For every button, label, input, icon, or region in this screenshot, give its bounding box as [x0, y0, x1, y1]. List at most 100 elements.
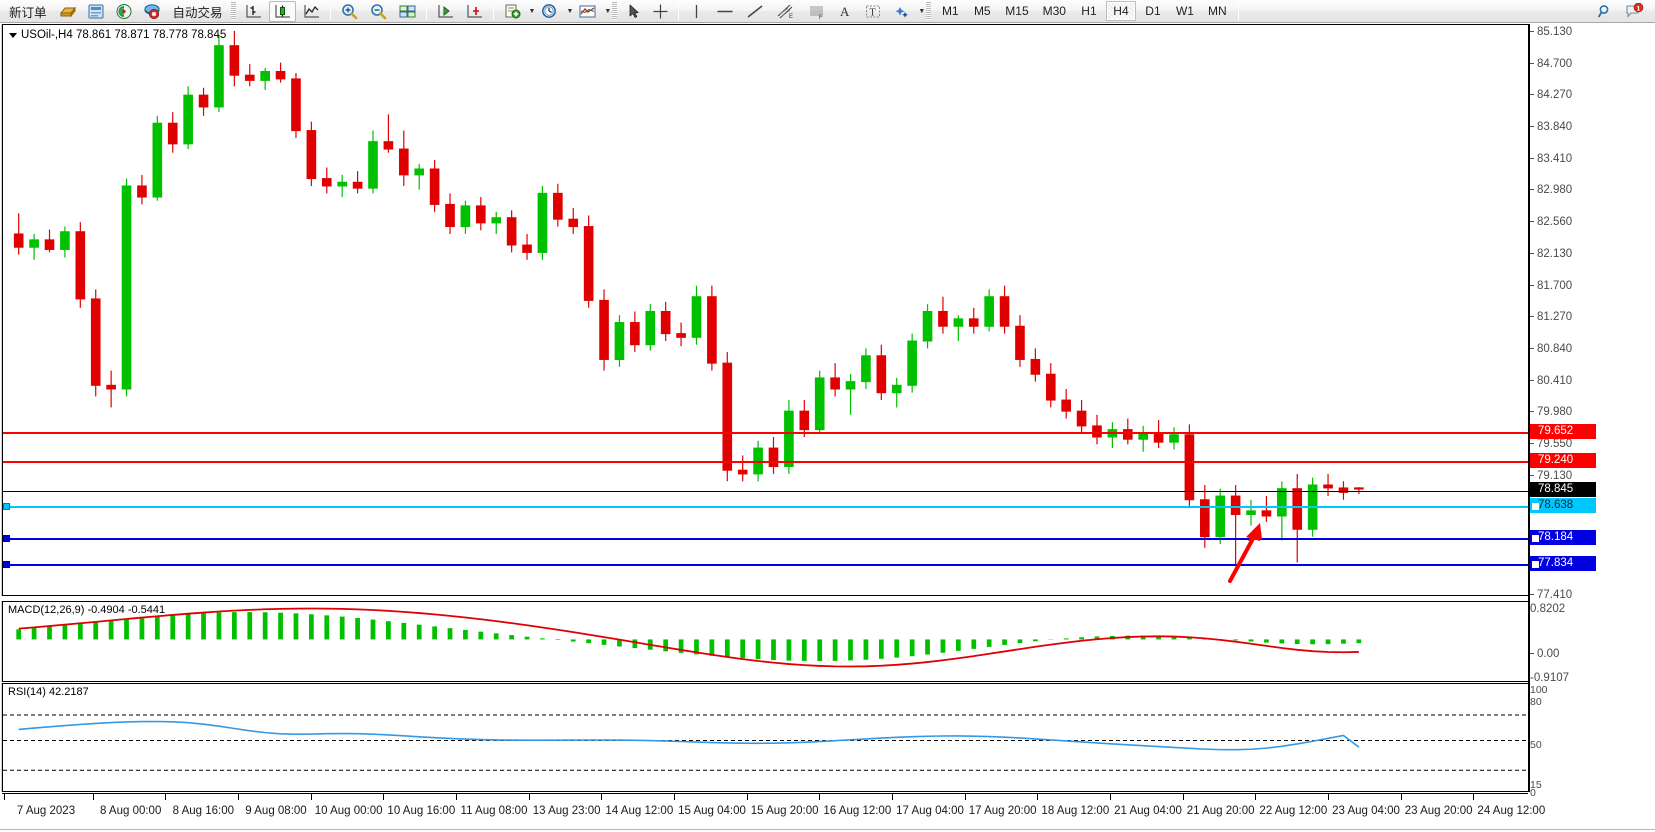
toolbar-separator: [1237, 2, 1239, 20]
equidistant-channel-icon[interactable]: E: [771, 1, 801, 22]
line-chart-icon[interactable]: [298, 1, 325, 22]
chevron-down-icon[interactable]: ▼: [918, 7, 926, 15]
x-tick: [528, 794, 530, 800]
chevron-down-icon[interactable]: ▼: [566, 7, 574, 15]
up-arrow-annotation[interactable]: [1218, 515, 1278, 585]
zoom-in-icon[interactable]: [336, 1, 363, 22]
indicators-icon[interactable]: [574, 1, 601, 22]
y-tick: 82.560: [1530, 216, 1572, 228]
x-tick: [1110, 794, 1111, 800]
price-axis[interactable]: 85.130 84.700 84.270 83.840 83.410 82.98…: [1530, 23, 1655, 832]
vertical-line-icon[interactable]: [684, 1, 709, 22]
signal-icon[interactable]: [111, 1, 137, 22]
timeframe-h1[interactable]: H1: [1081, 4, 1097, 18]
search-icon[interactable]: [1592, 1, 1618, 22]
data-window-icon[interactable]: [432, 1, 459, 22]
resistance-line-79240[interactable]: [3, 461, 1528, 463]
chevron-down-icon[interactable]: ▼: [604, 7, 612, 15]
price-chart-pane[interactable]: USOil-,H4 78.861 78.871 78.778 78.845: [2, 24, 1528, 596]
x-tick: [1037, 794, 1039, 800]
resistance-line-79652[interactable]: [3, 432, 1528, 434]
price-label-79240[interactable]: 79.240: [1530, 453, 1596, 468]
terminal-icon[interactable]: [83, 1, 109, 22]
toolbar-separator: [329, 2, 331, 20]
tile-windows-icon[interactable]: [394, 1, 421, 22]
y-tick: 81.700: [1530, 280, 1572, 292]
price-label-77834[interactable]: 77.834: [1530, 556, 1596, 571]
autotrading-icon[interactable]: [139, 1, 165, 22]
timeframe-m5[interactable]: M5: [973, 4, 991, 18]
y-tick: 77.410: [1530, 589, 1572, 601]
auto-trading-button[interactable]: 自动交易: [172, 5, 223, 20]
blue-level-handle-77834[interactable]: [3, 561, 10, 568]
x-tick: [892, 794, 893, 800]
text-icon[interactable]: A: [833, 1, 858, 22]
x-tick: [1400, 794, 1402, 800]
time-axis[interactable]: 7 Aug 2023 8 Aug 00:00 8 Aug 16:00 9 Aug 08…: [2, 793, 1545, 831]
y-tick: 79.980: [1530, 406, 1572, 418]
cyan-level-line-78638[interactable]: [3, 506, 1528, 508]
y-tick: 81.270: [1530, 311, 1572, 323]
notifications-icon[interactable]: 1: [1620, 1, 1648, 22]
timeframe-m15[interactable]: M15: [1005, 4, 1029, 18]
x-axis-label: 21 Aug 20:00: [1186, 805, 1255, 817]
svg-text:E: E: [789, 14, 793, 20]
rsi-indicator-label: RSI(14) 42.2187: [8, 686, 89, 698]
navigator-icon[interactable]: [461, 1, 488, 22]
price-label-78638[interactable]: 78.638: [1530, 498, 1596, 513]
candlestick-chart-icon[interactable]: [268, 0, 296, 22]
y-tick: 79.550: [1530, 438, 1572, 450]
chart-area[interactable]: USOil-,H4 78.861 78.871 78.778 78.845 MA…: [0, 23, 1655, 832]
blue-level-line-77834[interactable]: [3, 564, 1528, 566]
timeframe-w1[interactable]: W1: [1175, 4, 1194, 18]
rsi-y-tick: 80: [1530, 696, 1542, 708]
rsi-pane[interactable]: RSI(14) 42.2187: [2, 683, 1528, 792]
x-tick: [238, 794, 239, 800]
rsi-y-tick: 0: [1530, 787, 1536, 799]
text-label-icon[interactable]: T: [860, 1, 886, 22]
toolbar-grip[interactable]: [230, 2, 236, 20]
cursor-icon[interactable]: [621, 1, 646, 22]
fibonacci-icon[interactable]: F: [803, 1, 831, 22]
x-axis-label: 16 Aug 12:00: [823, 805, 892, 817]
chevron-down-icon[interactable]: ▼: [528, 7, 536, 15]
x-axis-label: 15 Aug 20:00: [750, 805, 819, 817]
trendline-icon[interactable]: [741, 1, 769, 22]
toolbar-grip[interactable]: [926, 2, 932, 20]
price-label-79652[interactable]: 79.652: [1530, 424, 1596, 439]
zoom-out-icon[interactable]: [365, 1, 392, 22]
y-tick: 82.980: [1530, 184, 1572, 196]
period-clock-icon[interactable]: [536, 1, 563, 22]
x-axis-label: 23 Aug 04:00: [1332, 805, 1400, 817]
x-tick: [165, 794, 167, 800]
shapes-icon[interactable]: [888, 1, 915, 22]
timeframe-mn[interactable]: MN: [1207, 4, 1227, 18]
macd-pane[interactable]: MACD(12,26,9) -0.4904 -0.5441: [2, 601, 1528, 682]
timeframe-m1[interactable]: M1: [941, 4, 959, 18]
cyan-level-handle[interactable]: [3, 503, 10, 510]
x-axis-label: 7 Aug 2023: [16, 805, 76, 817]
new-chart-icon[interactable]: [499, 1, 526, 22]
rsi-y-tick: 100: [1530, 684, 1548, 696]
timeframe-d1[interactable]: D1: [1145, 4, 1161, 18]
macd-y-tick: -0.9107: [1530, 672, 1570, 684]
x-tick: [92, 794, 94, 800]
x-tick: [383, 794, 385, 800]
new-order-button[interactable]: 新订单: [9, 5, 47, 20]
crosshair-icon[interactable]: [648, 1, 673, 22]
last-price-label[interactable]: 78.845: [1530, 482, 1596, 497]
timeframe-m30[interactable]: M30: [1042, 4, 1066, 18]
blue-level-line-78184[interactable]: [3, 538, 1528, 540]
blue-level-handle-78184[interactable]: [3, 535, 10, 542]
horizontal-line-icon[interactable]: [711, 1, 739, 22]
toolbar-grip[interactable]: [612, 2, 618, 20]
y-tick: 85.130: [1530, 26, 1572, 38]
symbol-info-label[interactable]: USOil-,H4 78.861 78.871 78.778 78.845: [9, 29, 226, 41]
price-label-78184[interactable]: 78.184: [1530, 530, 1596, 545]
chevron-down-icon[interactable]: [9, 32, 17, 38]
bar-chart-icon[interactable]: [240, 1, 267, 22]
timeframe-h4[interactable]: H4: [1105, 1, 1136, 21]
gold-bar-icon[interactable]: [55, 1, 81, 22]
x-tick: [4, 794, 5, 800]
x-tick: [310, 794, 312, 800]
